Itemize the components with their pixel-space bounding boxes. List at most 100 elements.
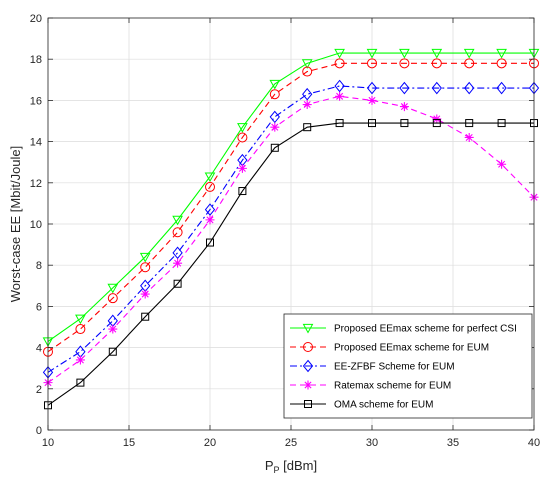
series-2: [43, 58, 539, 357]
data-point-diamond: [302, 359, 314, 373]
data-point-asterisk: [335, 91, 345, 101]
legend-item: Proposed EEmax scheme for EUM: [290, 342, 489, 354]
data-point-circle: [205, 181, 215, 192]
data-point-circle: [303, 342, 313, 352]
series-line: [47, 52, 534, 342]
data-point-asterisk: [140, 289, 150, 299]
legend-label: Ratemax scheme for EUM: [334, 381, 451, 392]
data-point-triangle: [237, 123, 248, 133]
data-point-asterisk: [75, 355, 85, 365]
x-axis-title-main: P: [265, 458, 274, 473]
series-line: [47, 122, 534, 406]
data-point-diamond: [172, 246, 183, 260]
data-point-asterisk: [432, 114, 442, 124]
data-point-square: [108, 347, 117, 356]
data-point-asterisk: [497, 159, 507, 169]
data-point-asterisk: [205, 215, 215, 225]
data-point-asterisk: [367, 95, 377, 105]
data-point-asterisk: [237, 163, 247, 173]
series-line: [47, 85, 534, 373]
y-tick-label: 14: [30, 137, 42, 149]
legend-label: Proposed EEmax scheme for EUM: [334, 343, 489, 354]
x-tick-label: 35: [447, 437, 459, 449]
data-point-triangle: [139, 252, 151, 263]
data-point-circle: [334, 58, 345, 69]
data-point-diamond: [302, 87, 313, 101]
data-point-triangle: [172, 215, 183, 226]
data-point-diamond: [464, 81, 475, 95]
data-point-circle: [496, 58, 507, 69]
x-axis-title-subscript: P: [274, 465, 280, 475]
data-point-square: [238, 187, 247, 196]
data-point-asterisk: [302, 100, 312, 110]
data-point-circle: [399, 58, 410, 69]
data-point-triangle: [496, 48, 507, 59]
data-point-square: [465, 119, 474, 128]
y-tick-label: 2: [36, 384, 42, 396]
y-tick-label: 16: [30, 95, 42, 107]
x-tick-label: 20: [204, 437, 216, 449]
legend-label: Proposed EEmax scheme for perfect CSI: [334, 324, 517, 335]
data-point-diamond: [399, 81, 410, 95]
x-tick-label: 10: [42, 437, 54, 449]
data-point-square: [497, 119, 506, 128]
y-tick-label: 0: [36, 425, 42, 437]
data-point-square: [335, 119, 344, 128]
data-point-square: [76, 378, 85, 387]
series-3: [42, 79, 540, 379]
y-tick-label: 12: [30, 178, 42, 190]
data-point-triangle: [399, 48, 410, 59]
data-point-square: [304, 400, 312, 408]
data-point-square: [270, 143, 279, 152]
legend-item: Proposed EEmax scheme for perfect CSI: [290, 324, 517, 335]
data-point-circle: [140, 262, 151, 273]
legend-item: EE-ZFBF Scheme for EUM: [290, 359, 455, 373]
y-tick-label: 10: [30, 219, 42, 231]
data-point-asterisk: [108, 324, 118, 334]
series-1: [42, 48, 540, 347]
data-point-triangle: [302, 323, 314, 334]
data-point-square: [141, 312, 150, 321]
series-5: [44, 119, 538, 410]
legend-item: Ratemax scheme for EUM: [290, 380, 451, 392]
data-point-triangle: [334, 48, 345, 59]
data-point-square: [173, 279, 182, 288]
data-point-triangle: [301, 59, 313, 69]
data-point-diamond: [334, 79, 345, 93]
x-tick-label: 15: [123, 437, 135, 449]
x-tick-label: 25: [285, 437, 297, 449]
data-point-circle: [172, 227, 183, 238]
series-line: [47, 95, 535, 384]
x-tick-label: 30: [366, 437, 378, 449]
legend-label: EE-ZFBF Scheme for EUM: [334, 362, 455, 373]
data-point-circle: [302, 66, 313, 77]
data-point-asterisk: [399, 102, 409, 112]
data-point-circle: [269, 89, 280, 100]
data-point-diamond: [431, 81, 442, 95]
series-line: [47, 62, 534, 353]
data-point-circle: [464, 58, 475, 69]
data-point-circle: [107, 293, 118, 304]
axis-ticks: 10 15 20 25 30 35 40 0 2 4 6 8 10 12 14 16 18 20: [30, 13, 540, 449]
y-tick-label: 4: [36, 343, 42, 355]
data-point-square: [432, 119, 441, 128]
x-tick-label: 40: [528, 437, 540, 449]
data-point-circle: [237, 132, 248, 143]
y-tick-label: 20: [30, 13, 42, 25]
data-point-triangle: [431, 48, 443, 59]
data-point-square: [303, 123, 312, 132]
y-axis-title: Worst-case EE [Mbit/Joule]: [8, 146, 23, 303]
data-point-triangle: [463, 48, 475, 59]
data-point-asterisk: [270, 122, 280, 132]
data-point-circle: [75, 324, 86, 335]
data-point-circle: [431, 58, 442, 69]
data-point-triangle: [107, 283, 119, 294]
data-point-circle: [367, 58, 377, 69]
data-point-square: [206, 238, 214, 247]
data-point-diamond: [366, 81, 378, 95]
data-point-diamond: [204, 203, 216, 216]
x-axis-title: PP [dBm]: [265, 458, 317, 475]
data-point-asterisk: [173, 258, 183, 268]
